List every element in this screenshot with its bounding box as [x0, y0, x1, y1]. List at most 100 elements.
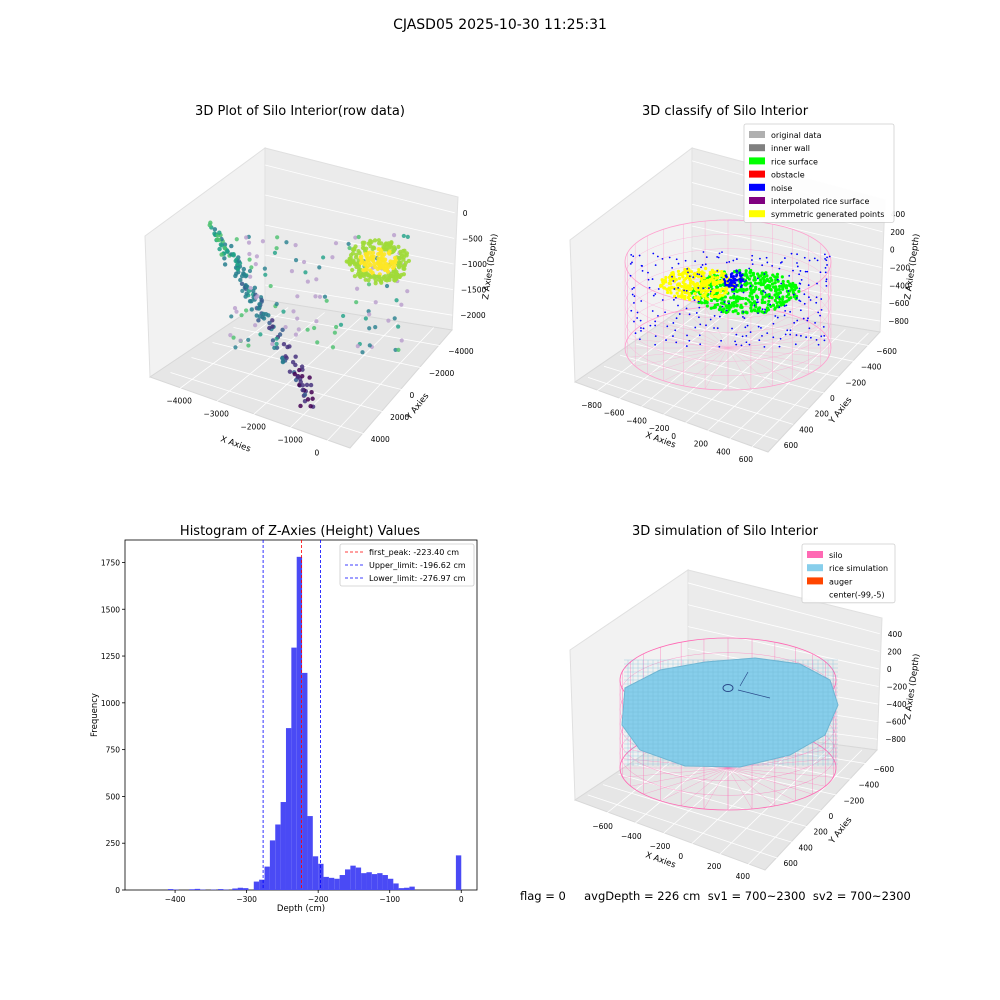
data-point — [234, 237, 239, 242]
rice-surface-point — [755, 295, 759, 299]
symmetric-point — [711, 291, 715, 295]
noise-point — [745, 341, 748, 344]
data-point — [261, 316, 267, 321]
data-point — [293, 258, 299, 263]
noise-point — [762, 290, 765, 293]
data-point — [291, 309, 296, 314]
data-point — [272, 250, 278, 255]
x-tick-label: 200 — [707, 862, 722, 871]
grid-line — [603, 365, 794, 425]
noise-point — [654, 343, 657, 346]
symmetric-point — [663, 278, 667, 282]
grid-line — [191, 357, 385, 413]
noise-point — [823, 253, 826, 256]
histogram-bar — [237, 887, 244, 890]
y-tick-label: 400 — [799, 425, 814, 434]
data-point — [401, 264, 406, 269]
symmetric-point — [716, 276, 720, 280]
histogram-bar — [393, 883, 399, 890]
z-tick-label: 0 — [463, 209, 468, 218]
symmetric-point — [671, 270, 675, 275]
noise-point — [740, 273, 744, 277]
legend-label: rice surface — [771, 157, 818, 166]
noise-point — [778, 306, 781, 308]
data-point — [295, 294, 300, 299]
z-tick-label: 0 — [887, 665, 892, 674]
noise-point — [677, 262, 680, 265]
grid-line — [603, 784, 793, 843]
rice-surface-point — [743, 273, 747, 277]
noise-point — [796, 262, 798, 264]
rice-surface-point — [727, 300, 731, 304]
data-point — [352, 246, 357, 251]
rice-surface-point — [745, 275, 750, 280]
data-point — [270, 318, 275, 323]
x-tick-label: −400 — [626, 416, 647, 425]
panel4-legend: silo rice simulation auger center(-99,-5) — [801, 543, 896, 604]
rice-surface-point — [760, 300, 764, 305]
noise-point — [817, 343, 820, 346]
noise-point — [820, 298, 823, 300]
noise-point — [761, 334, 763, 337]
noise-point — [652, 252, 655, 255]
noise-point — [694, 260, 697, 263]
histogram-bar — [264, 866, 270, 890]
data-point — [406, 258, 412, 264]
symmetric-point — [699, 290, 703, 294]
noise-point — [709, 318, 712, 321]
x-tick-label: −400 — [165, 895, 186, 904]
noise-point — [640, 327, 642, 329]
noise-point — [697, 287, 700, 289]
data-point — [249, 307, 254, 312]
rice-surface-point — [777, 287, 781, 292]
symmetric-point — [688, 281, 693, 285]
rice-surface-point — [744, 310, 748, 314]
data-point — [234, 309, 239, 314]
data-point — [399, 253, 404, 259]
noise-point — [779, 261, 782, 264]
rice-surface-point — [718, 305, 722, 309]
noise-point — [638, 254, 641, 257]
rice-surface-point — [749, 306, 753, 310]
data-point — [267, 320, 272, 326]
symmetric-point — [681, 272, 685, 276]
histogram-bar — [323, 876, 329, 890]
data-point — [393, 271, 398, 277]
data-point — [300, 373, 305, 379]
rice-surface-point — [789, 296, 793, 300]
noise-point — [783, 305, 786, 307]
rice-surface-point — [749, 291, 753, 295]
rice-surface-point — [775, 292, 779, 296]
noise-point — [766, 332, 769, 334]
noise-point — [649, 324, 652, 327]
noise-point — [799, 309, 802, 312]
noise-point — [730, 274, 733, 278]
symmetric-point — [724, 290, 729, 294]
noise-point — [750, 259, 753, 261]
rice-surface-point — [753, 281, 758, 285]
data-point — [367, 343, 372, 348]
x-tick-label: −200 — [308, 895, 329, 904]
noise-point — [732, 281, 736, 284]
y-tick-label: 4000 — [371, 435, 390, 444]
symmetric-point — [676, 294, 681, 298]
data-point — [367, 250, 373, 255]
noise-point — [798, 299, 801, 302]
grid-line — [264, 164, 455, 214]
symmetric-point — [697, 298, 701, 302]
data-point — [280, 359, 286, 365]
noise-point — [633, 302, 635, 304]
rice-surface-point — [787, 292, 791, 296]
noise-point — [640, 300, 643, 302]
silo-floor-spoke — [683, 310, 729, 349]
data-point — [308, 403, 313, 409]
data-point — [367, 312, 372, 317]
noise-point — [630, 309, 633, 312]
symmetric-point — [670, 286, 675, 290]
symmetric-point — [700, 270, 704, 274]
grid-line — [687, 626, 880, 670]
data-point — [386, 318, 391, 323]
noise-point — [735, 273, 739, 276]
legend-swatch — [749, 183, 765, 191]
